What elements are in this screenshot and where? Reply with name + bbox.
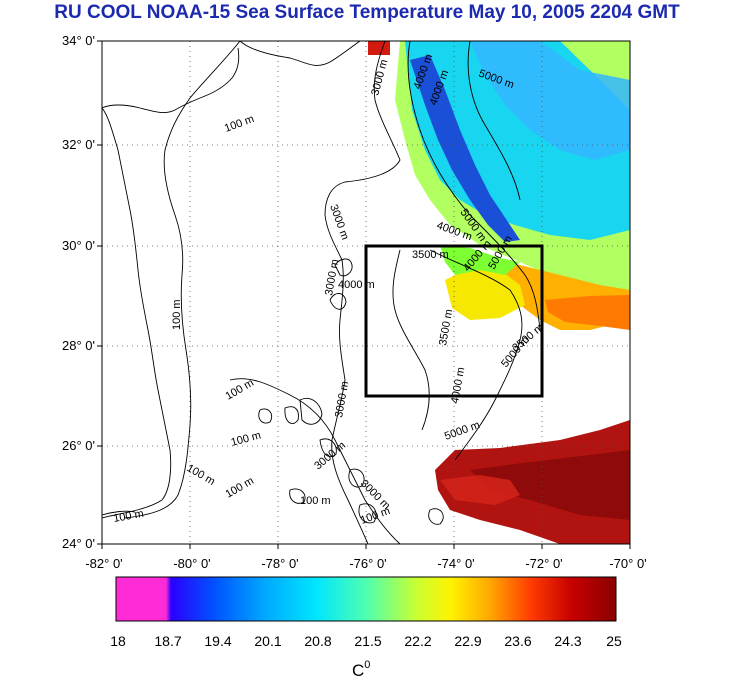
axis-ticks (97, 40, 631, 549)
lon-label: -82° 0' (85, 556, 122, 571)
lat-label: 32° 0' (62, 137, 95, 152)
lat-labels: 34° 0' 32° 0' 30° 0' 28° 0' 26° 0' 24° 0… (62, 33, 95, 551)
lat-label: 28° 0' (62, 338, 95, 353)
colorbar (115, 576, 617, 622)
colorbar-tick: 22.2 (404, 633, 431, 649)
colorbar-tick: 19.4 (204, 633, 231, 649)
contour-4000m (407, 41, 541, 331)
colorbar-tick: 23.6 (504, 633, 531, 649)
contour-label: 100 m (171, 299, 183, 330)
colorbar-tick: 18.7 (154, 633, 181, 649)
study-area-box (364, 244, 544, 398)
colorbar-tick: 22.9 (454, 633, 481, 649)
colorbar-unit-letter: C (352, 661, 364, 680)
lon-label: -72° 0' (525, 556, 562, 571)
sst-band-yellow (445, 268, 525, 320)
lon-label: -70° 0' (609, 556, 646, 571)
sst-band-north-blue (410, 55, 520, 242)
contour-label: 3500 m (412, 249, 449, 261)
contour-100m-shelf (124, 41, 361, 519)
colorbar-tick-labels: 18 18.7 19.4 20.1 20.8 21.5 22.2 22.9 23… (110, 633, 622, 649)
colorbar-tick: 20.1 (254, 633, 281, 649)
florida-keys (102, 510, 136, 516)
contour-label: 100 m (300, 495, 331, 507)
lon-label: -74° 0' (437, 556, 474, 571)
bahamas-bank (229, 378, 401, 544)
contour-label: 100 m (112, 508, 144, 525)
lat-label: 30° 0' (62, 238, 95, 253)
coastline-layer (102, 41, 541, 544)
lon-labels: -82° 0' -80° 0' -78° 0' -76° 0' -74° 0' … (85, 556, 646, 571)
contour-5000m (429, 41, 523, 461)
colorbar-tick: 18 (110, 633, 126, 649)
sst-band-south-dark (470, 450, 630, 520)
sst-layer (368, 41, 630, 544)
colorbar-tick: 24.3 (554, 633, 581, 649)
lon-label: -80° 0' (173, 556, 210, 571)
map-title: RU COOL NOAA-15 Sea Surface Temperature … (54, 2, 680, 23)
sst-band-green (440, 245, 520, 275)
bahamas-islands (258, 258, 444, 525)
lat-label: 26° 0' (62, 438, 95, 453)
colorbar-tick: 21.5 (354, 633, 381, 649)
colorbar-tick: 20.8 (304, 633, 331, 649)
sst-band-orange-strip (545, 295, 630, 330)
contour-4000m-south (392, 249, 430, 431)
lon-label: -76° 0' (349, 556, 386, 571)
lat-label: 24° 0' (62, 536, 95, 551)
colorbar-unit-sup: 0 (364, 659, 370, 671)
colorbar-unit: C0 (352, 659, 370, 680)
colorbar-tick: 25 (606, 633, 622, 649)
lat-label: 34° 0' (62, 33, 95, 48)
us-coastline (102, 47, 240, 519)
sst-red-corner (368, 41, 390, 55)
sst-band-north-deepcyan (470, 41, 630, 160)
sst-band-south-bright (440, 475, 520, 505)
contour-label: 4000 m (338, 279, 375, 291)
lon-label: -78° 0' (261, 556, 298, 571)
